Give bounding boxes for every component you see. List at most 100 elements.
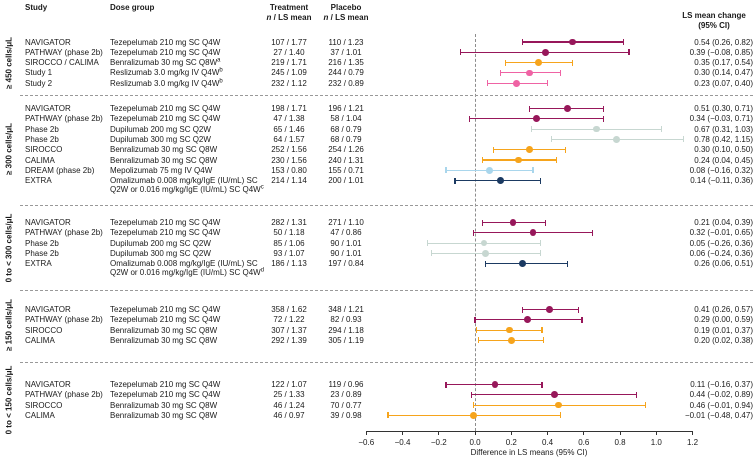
- ci-text: 0.19 (0.01, 0.37): [694, 325, 753, 335]
- point-marker: [551, 391, 559, 399]
- point-marker: [525, 69, 533, 77]
- study-label: EXTRA: [25, 176, 52, 186]
- ci-cap-left: [454, 177, 456, 184]
- ci-text: 0.30 (0.10, 0.50): [694, 145, 753, 155]
- ci-cap-right: [555, 157, 558, 163]
- ci-cap-left: [521, 306, 523, 313]
- ci-cap-right: [546, 80, 549, 87]
- dose-label: Benralizumab 30 mg SC Q8W: [110, 155, 218, 165]
- dose-label: Tezepelumab 210 mg SC Q4W: [110, 228, 221, 238]
- placebo-column-header: Placebo: [330, 3, 362, 12]
- ci-cap-right: [565, 146, 567, 153]
- group-separator-line: [20, 362, 753, 363]
- placebo-value: 240 / 1.31: [328, 155, 364, 165]
- dose-label: Benralizumab 30 mg SC Q8W: [110, 400, 218, 410]
- ci-text: 0.44 (−0.02, 0.89): [689, 390, 753, 400]
- ci-text: 0.67 (0.31, 1.03): [694, 124, 753, 134]
- treatment-value: 122 / 1.07: [271, 380, 307, 389]
- dose-label-line2: Q2W or 0.016 mg/kg/IgE (IU/mL) SC Q4Wd: [110, 267, 265, 278]
- ci-cap-right: [581, 316, 583, 323]
- treatment-value: 230 / 1.56: [271, 155, 307, 165]
- placebo-value: 232 / 0.89: [328, 78, 364, 88]
- ci-cap-left: [528, 105, 530, 112]
- dose-superscript: d: [260, 267, 265, 274]
- x-axis-line: [366, 431, 693, 432]
- treatment-value: 232 / 1.12: [271, 78, 307, 88]
- dose-label-line2: Q2W or 0.016 mg/kg/IgE (IU/mL) SC Q4Wc: [110, 184, 264, 195]
- x-axis-tick: [474, 431, 476, 435]
- ci-cap-right: [539, 177, 541, 184]
- placebo-value: 196 / 1.21: [328, 104, 364, 113]
- study-label: Phase 2b: [25, 134, 59, 144]
- point-marker: [496, 177, 504, 184]
- point-marker: [513, 79, 521, 87]
- dose-label: Dupilumab 300 mg SC Q2W: [110, 134, 211, 144]
- treatment-value: 65 / 1.46: [273, 124, 305, 134]
- ci-cap-right: [566, 260, 569, 267]
- ci-cap-right: [635, 391, 637, 398]
- placebo-value: 197 / 0.84: [328, 259, 364, 269]
- dose-label: Benralizumab 30 mg SC Q8W: [110, 145, 218, 155]
- ci-text: 0.39 (−0.08, 0.85): [689, 47, 753, 57]
- ci-text: 0.32 (−0.01, 0.65): [689, 228, 753, 238]
- dose-label: Tezepelumab 210 mg SC Q4W: [110, 218, 221, 227]
- point-marker: [564, 105, 571, 112]
- dose-label: Benralizumab 30 mg SC Q8W: [110, 325, 218, 335]
- treatment-value: 107 / 1.77: [271, 37, 307, 47]
- placebo-column-subheader: n / LS mean: [323, 13, 369, 22]
- study-label: SIROCCO / CALIMA: [25, 58, 99, 68]
- ci-text: 0.35 (0.17, 0.54): [694, 58, 753, 68]
- treatment-value: 25 / 1.33: [273, 390, 305, 400]
- ci-text: 0.05 (−0.26, 0.36): [689, 238, 753, 248]
- placebo-value: 348 / 1.21: [328, 305, 364, 314]
- ci-cap-right: [628, 49, 630, 56]
- point-marker: [507, 337, 515, 344]
- ci-cap-right: [545, 219, 547, 226]
- ci-cap-left: [430, 250, 433, 257]
- dose-label: Reslizumab 3.0 mg/kg IV Q4Wb: [110, 78, 223, 88]
- ci-cap-right: [577, 306, 579, 313]
- study-label: Phase 2b: [25, 124, 59, 134]
- study-label: PATHWAY (phase 2b): [25, 228, 103, 238]
- ls-mean-change-column-header: LS mean change: [682, 11, 746, 20]
- study-label: NAVIGATOR: [25, 305, 71, 314]
- x-axis-tick-label: −0.2: [430, 438, 447, 447]
- ci-cap-right: [539, 250, 541, 257]
- ci-text: 0.46 (−0.01, 0.94): [689, 400, 753, 410]
- ci-cap-left: [499, 69, 501, 76]
- ci-cap-right: [541, 327, 543, 334]
- ci-cap-right: [603, 115, 605, 122]
- point-marker: [542, 48, 550, 56]
- ci-cap-left: [487, 80, 489, 87]
- study-label: SIROCCO: [25, 400, 63, 410]
- ci-cap-right: [682, 136, 685, 143]
- x-axis-tick: [692, 431, 693, 435]
- group-label: 0 to < 300 cells/μL: [4, 213, 14, 282]
- treatment-value: 358 / 1.62: [271, 305, 307, 314]
- dose-label: Omalizumab 0.008 mg/kg/IgE (IU/mL) SC: [110, 259, 258, 269]
- dose-label: Mepolizumab 75 mg IV Q4W: [110, 165, 213, 175]
- dose-label: Tezepelumab 210 mg SC Q4W: [110, 305, 221, 314]
- dose-label: Tezepelumab 210 mg SC Q4W: [110, 114, 221, 124]
- ci-text: 0.24 (0.04, 0.45): [694, 155, 753, 165]
- treatment-value: 198 / 1.71: [271, 104, 307, 113]
- treatment-value: 214 / 1.14: [271, 176, 307, 186]
- placebo-value: 271 / 1.10: [328, 218, 364, 227]
- dose-label: Tezepelumab 210 mg SC Q4W: [110, 390, 221, 400]
- x-axis-title: Difference in LS means (95% CI): [470, 448, 588, 457]
- x-axis-tick: [402, 431, 403, 435]
- ci-cap-left: [470, 391, 472, 398]
- group-label: ≥ 300 cells/μL: [4, 123, 14, 176]
- treatment-value: 245 / 1.09: [271, 68, 307, 78]
- x-axis-tick: [619, 431, 621, 435]
- study-label: NAVIGATOR: [25, 218, 71, 227]
- point-marker: [486, 166, 493, 174]
- group-separator-line: [20, 205, 753, 206]
- ci-text: 0.08 (−0.16, 0.32): [689, 165, 753, 175]
- study-label: PATHWAY (phase 2b): [25, 390, 103, 400]
- study-label: CALIMA: [25, 335, 55, 345]
- treatment-value: 46 / 0.97: [273, 410, 305, 420]
- placebo-value: 244 / 0.79: [328, 68, 364, 78]
- dose-label: Reslizumab 3.0 mg/kg IV Q4Wb: [110, 67, 223, 78]
- ci-cap-right: [539, 240, 541, 247]
